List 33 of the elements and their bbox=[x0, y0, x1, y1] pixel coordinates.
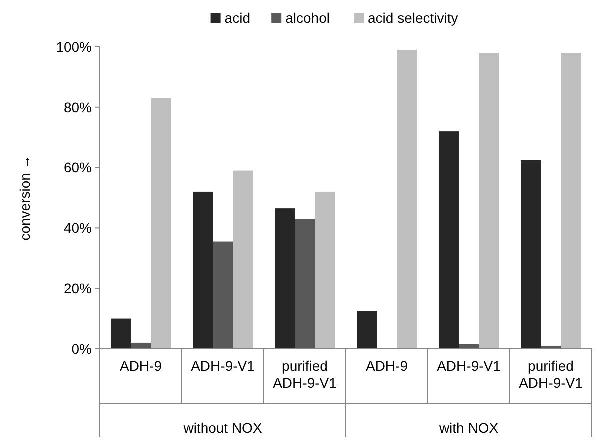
bar bbox=[151, 98, 171, 349]
bar bbox=[275, 208, 295, 349]
x-tick-label: ADH-9 bbox=[366, 358, 408, 374]
bar bbox=[233, 170, 253, 349]
legend-label: acid bbox=[224, 10, 250, 26]
bar bbox=[357, 311, 377, 349]
y-axis-title: conversion → bbox=[17, 155, 33, 241]
x-tick-label: purified ADH-9-V1 bbox=[273, 358, 338, 391]
bar bbox=[193, 192, 213, 349]
bar bbox=[213, 242, 233, 349]
x-tick-label: purified ADH-9-V1 bbox=[519, 358, 584, 391]
y-tick-label: 0% bbox=[72, 340, 92, 357]
y-tick-label: 60% bbox=[64, 160, 92, 176]
text: with NOX bbox=[438, 420, 500, 436]
x-tick-label: ADH-9-V1 bbox=[191, 358, 256, 374]
y-tick-label: 40% bbox=[64, 220, 92, 236]
bar bbox=[439, 132, 459, 349]
bar bbox=[397, 50, 417, 349]
y-tick-label: 80% bbox=[64, 99, 92, 116]
bar bbox=[131, 342, 151, 349]
legend-label: alcohol bbox=[286, 10, 330, 26]
x-tick-label: ADH-9 bbox=[120, 358, 162, 374]
text: without NOX bbox=[182, 420, 263, 436]
bar bbox=[521, 160, 541, 349]
bar bbox=[561, 53, 581, 349]
bar bbox=[111, 318, 131, 349]
bar bbox=[295, 219, 315, 349]
y-tick-label: 20% bbox=[64, 280, 92, 296]
y-tick-label: 100% bbox=[56, 38, 92, 55]
bar bbox=[479, 53, 499, 349]
x-tick-label: ADH-9-V1 bbox=[437, 358, 502, 374]
bar bbox=[315, 192, 335, 349]
legend-label: acid selectivity bbox=[368, 10, 458, 26]
